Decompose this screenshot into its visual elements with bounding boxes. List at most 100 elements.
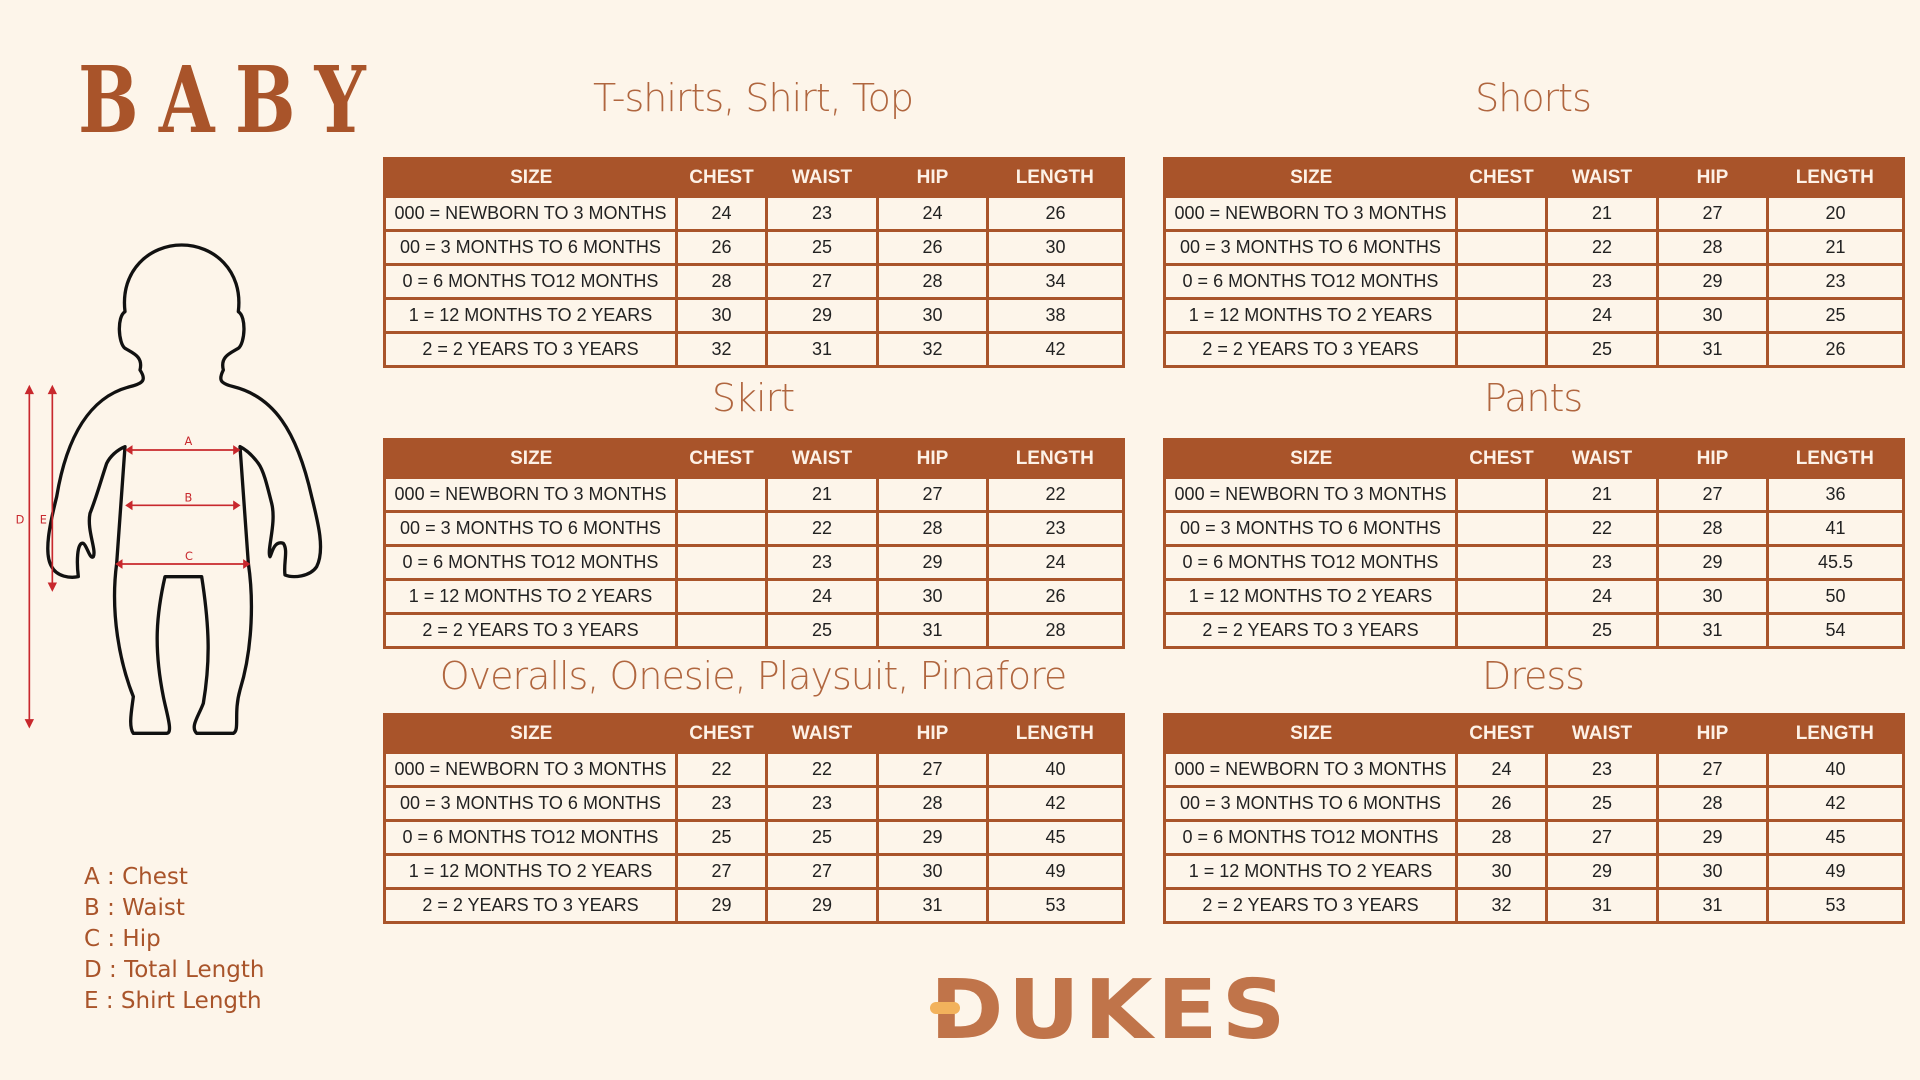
size-cell: 1 = 12 MONTHS TO 2 YEARS xyxy=(383,578,678,615)
legend-item: D : Total Length xyxy=(84,957,265,983)
value-cell xyxy=(1455,229,1548,266)
size-cell: 1 = 12 MONTHS TO 2 YEARS xyxy=(383,853,678,890)
size-cell: 0 = 6 MONTHS TO12 MONTHS xyxy=(1163,819,1458,856)
section-title: Shorts xyxy=(1475,76,1592,120)
value-cell: 49 xyxy=(1766,853,1905,890)
value-cell: 27 xyxy=(675,853,768,890)
value-cell: 31 xyxy=(876,612,989,649)
label-d: D xyxy=(16,512,25,526)
legend-item: B : Waist xyxy=(84,895,185,921)
value-cell xyxy=(675,510,768,547)
label-c: C xyxy=(185,549,193,563)
size-cell: 2 = 2 YEARS TO 3 YEARS xyxy=(1163,887,1458,924)
value-cell: 41 xyxy=(1766,510,1905,547)
size-cell: 0 = 6 MONTHS TO12 MONTHS xyxy=(383,819,678,856)
value-cell: 42 xyxy=(1766,785,1905,822)
column-header: LENGTH xyxy=(987,714,1124,753)
value-cell: 29 xyxy=(1656,263,1769,300)
table-row: 00 = 3 MONTHS TO 6 MONTHS 26 25 28 42 xyxy=(1163,785,1905,822)
value-cell: 54 xyxy=(1766,612,1905,649)
logo-text: DUKES xyxy=(930,970,1290,1050)
value-cell: 23 xyxy=(765,544,879,581)
value-cell xyxy=(1455,510,1548,547)
dukes-logo: DUKES xyxy=(930,970,1290,1050)
value-cell: 38 xyxy=(986,297,1125,334)
value-cell: 31 xyxy=(1656,331,1769,368)
value-cell: 32 xyxy=(1455,887,1548,924)
value-cell: 27 xyxy=(876,476,989,513)
value-cell: 29 xyxy=(876,819,989,856)
table-row: 1 = 12 MONTHS TO 2 YEARS 24 30 25 xyxy=(1163,297,1905,334)
value-cell: 26 xyxy=(675,229,768,266)
value-cell: 29 xyxy=(1656,819,1769,856)
baby-outline xyxy=(46,243,323,735)
table-row: 1 = 12 MONTHS TO 2 YEARS 24 30 26 xyxy=(383,578,1125,615)
size-table: SIZE CHEST WAIST HIP LENGTH 000 = NEWBORN TO … xyxy=(1163,438,1905,649)
section-title: Dress xyxy=(1481,654,1585,698)
column-header: WAIST xyxy=(1546,714,1658,753)
value-cell: 29 xyxy=(675,887,768,924)
size-cell: 2 = 2 YEARS TO 3 YEARS xyxy=(383,612,678,649)
value-cell: 31 xyxy=(1656,612,1769,649)
value-cell: 23 xyxy=(1766,263,1905,300)
value-cell xyxy=(1455,331,1548,368)
size-cell: 000 = NEWBORN TO 3 MONTHS xyxy=(1163,476,1458,513)
value-cell: 27 xyxy=(876,751,989,788)
value-cell: 28 xyxy=(876,785,989,822)
size-table: SIZE CHEST WAIST HIP LENGTH 000 = NEWBORN TO … xyxy=(383,438,1125,649)
size-table: SIZE CHEST WAIST HIP LENGTH 000 = NEWBORN TO … xyxy=(383,157,1125,368)
value-cell: 24 xyxy=(765,578,879,615)
table-row: 0 = 6 MONTHS TO12 MONTHS 23 29 45.5 xyxy=(1163,544,1905,581)
column-header: SIZE xyxy=(1164,439,1457,478)
value-cell: 23 xyxy=(765,195,879,232)
value-cell: 32 xyxy=(675,331,768,368)
column-header: CHEST xyxy=(676,439,767,478)
size-cell: 1 = 12 MONTHS TO 2 YEARS xyxy=(383,297,678,334)
value-cell: 42 xyxy=(986,331,1125,368)
value-cell: 28 xyxy=(876,263,989,300)
value-cell: 50 xyxy=(1766,578,1905,615)
value-cell: 29 xyxy=(765,887,879,924)
value-cell xyxy=(1455,263,1548,300)
measurement-legend: A : Chest B : Waist C : Hip D : Total Le… xyxy=(84,862,264,1017)
value-cell: 27 xyxy=(1656,751,1769,788)
value-cell: 25 xyxy=(765,612,879,649)
value-cell: 31 xyxy=(876,887,989,924)
table-row: 00 = 3 MONTHS TO 6 MONTHS 22 28 41 xyxy=(1163,510,1905,547)
value-cell: 30 xyxy=(1656,853,1769,890)
value-cell: 27 xyxy=(765,853,879,890)
size-cell: 2 = 2 YEARS TO 3 YEARS xyxy=(1163,331,1458,368)
size-cell: 000 = NEWBORN TO 3 MONTHS xyxy=(383,751,678,788)
value-cell: 23 xyxy=(986,510,1125,547)
column-header: SIZE xyxy=(1164,158,1457,197)
value-cell: 42 xyxy=(986,785,1125,822)
size-cell: 00 = 3 MONTHS TO 6 MONTHS xyxy=(383,510,678,547)
value-cell xyxy=(675,578,768,615)
value-cell: 29 xyxy=(765,297,879,334)
size-cell: 00 = 3 MONTHS TO 6 MONTHS xyxy=(1163,510,1458,547)
column-header: SIZE xyxy=(384,439,677,478)
table-row: 2 = 2 YEARS TO 3 YEARS 29 29 31 53 xyxy=(383,887,1125,924)
value-cell: 23 xyxy=(765,785,879,822)
section-title: T-shirts, Shirt, Top xyxy=(593,76,914,120)
value-cell: 31 xyxy=(765,331,879,368)
value-cell: 25 xyxy=(765,229,879,266)
table-row: 000 = NEWBORN TO 3 MONTHS 21 27 20 xyxy=(1163,195,1905,232)
size-cell: 00 = 3 MONTHS TO 6 MONTHS xyxy=(1163,229,1458,266)
table-row: 00 = 3 MONTHS TO 6 MONTHS 22 28 23 xyxy=(383,510,1125,547)
table-row: 0 = 6 MONTHS TO12 MONTHS 28 27 29 45 xyxy=(1163,819,1905,856)
value-cell xyxy=(1455,612,1548,649)
value-cell: 25 xyxy=(675,819,768,856)
size-table: SIZE CHEST WAIST HIP LENGTH 000 = NEWBORN TO … xyxy=(1163,157,1905,368)
logo-accent xyxy=(930,1002,960,1014)
table-row: 0 = 6 MONTHS TO12 MONTHS 28 27 28 34 xyxy=(383,263,1125,300)
size-cell: 2 = 2 YEARS TO 3 YEARS xyxy=(1163,612,1458,649)
value-cell: 24 xyxy=(1545,297,1659,334)
table-row: 1 = 12 MONTHS TO 2 YEARS 24 30 50 xyxy=(1163,578,1905,615)
size-cell: 000 = NEWBORN TO 3 MONTHS xyxy=(1163,751,1458,788)
value-cell: 32 xyxy=(876,331,989,368)
value-cell xyxy=(1455,195,1548,232)
value-cell: 24 xyxy=(1545,578,1659,615)
value-cell: 21 xyxy=(1545,476,1659,513)
value-cell: 53 xyxy=(986,887,1125,924)
